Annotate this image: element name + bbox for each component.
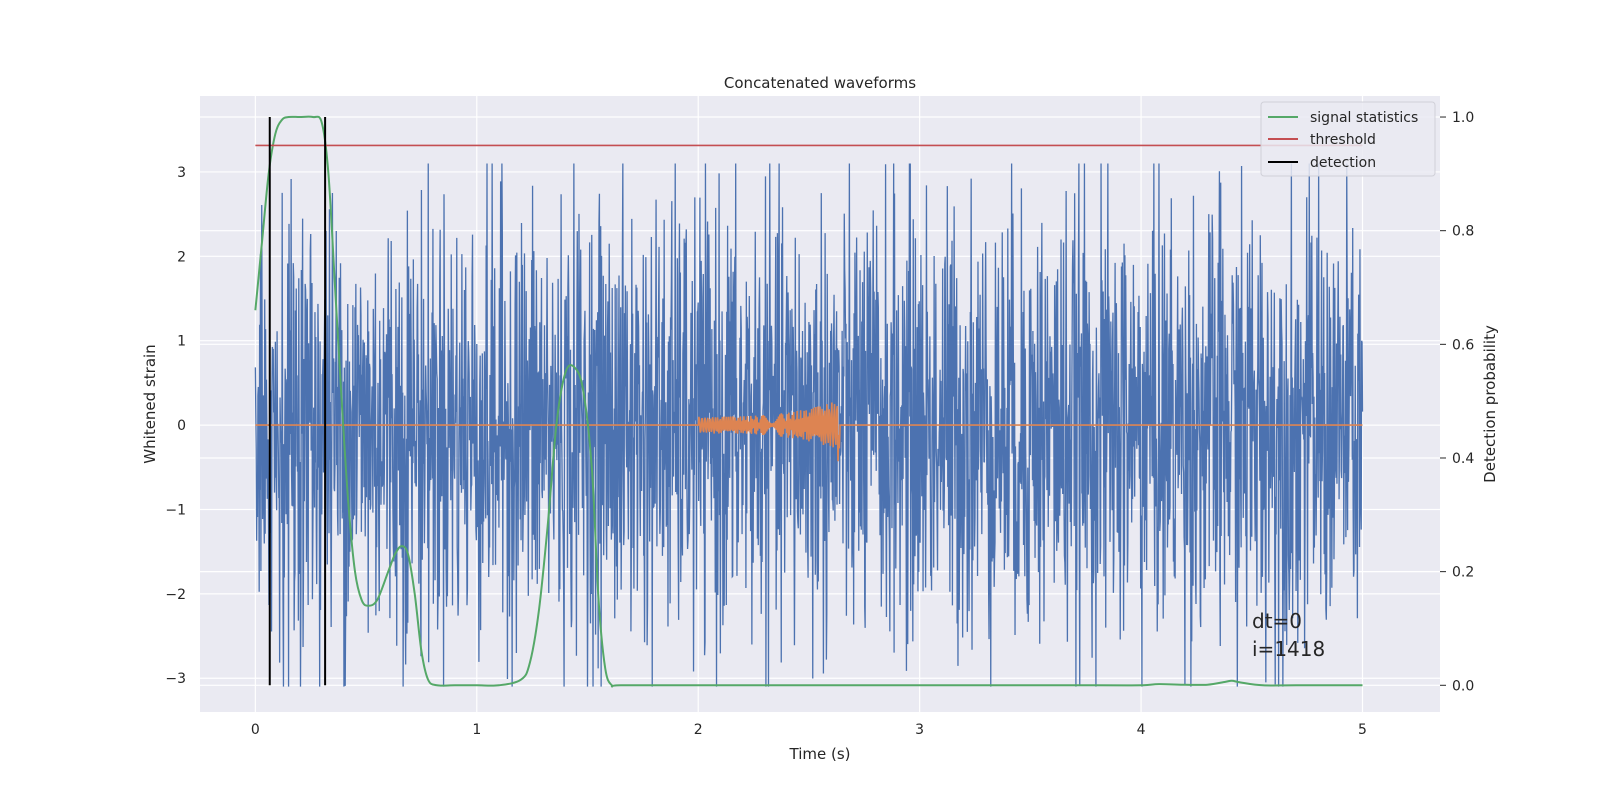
- signal-statistics-line: [254, 115, 1363, 688]
- legend-frame: [1260, 101, 1436, 177]
- legend-label-detection: detection: [1310, 155, 1376, 171]
- y-tick-label: 3: [177, 165, 186, 181]
- y-axis-label: Whitened strain: [141, 344, 159, 463]
- x-tick-label: 2: [694, 722, 703, 738]
- chirp-series: [255, 402, 1363, 462]
- x-tick-label: 0: [251, 722, 260, 738]
- y-tick-label: −2: [165, 587, 186, 603]
- x-tick-label: 4: [1137, 722, 1146, 738]
- x-tick-label: 1: [472, 722, 481, 738]
- y-tick-label: −1: [165, 502, 186, 518]
- chart-title: Concatenated waveforms: [724, 74, 916, 92]
- strain-series: [254, 163, 1364, 687]
- y2-tick-label: 0.6: [1452, 337, 1474, 353]
- y-tick-label: 0: [177, 418, 186, 434]
- legend: signal statistics threshold detection: [1260, 101, 1436, 177]
- legend-label-signal-statistics: signal statistics: [1310, 110, 1418, 126]
- x-tick-label: 3: [915, 722, 924, 738]
- y-tick-label: 2: [177, 249, 186, 265]
- annotation-dt: dt=0: [1252, 609, 1302, 633]
- y2-tick-label: 0.8: [1452, 224, 1474, 240]
- y2-tick-label: 0.0: [1452, 678, 1474, 694]
- x-axis-label: Time (s): [789, 745, 851, 763]
- y-tick-label: 1: [177, 334, 186, 350]
- axes-text: 0 1 2 3 4 5 3 2 1 0 −1 −2 −3 1.0 0.8 0.6 0.4 0.2 0.0: [165, 110, 1474, 738]
- y2-tick-label: 0.2: [1452, 565, 1474, 581]
- y2-tick-label: 0.4: [1452, 451, 1474, 467]
- legend-label-threshold: threshold: [1310, 132, 1376, 148]
- series-layer: [254, 115, 1364, 688]
- annotation-i: i=1418: [1252, 637, 1325, 661]
- y2-tick-label: 1.0: [1452, 110, 1474, 126]
- y-tick-label: −3: [165, 671, 186, 687]
- x-tick-label: 5: [1358, 722, 1367, 738]
- y2-axis-label: Detection probability: [1481, 325, 1499, 483]
